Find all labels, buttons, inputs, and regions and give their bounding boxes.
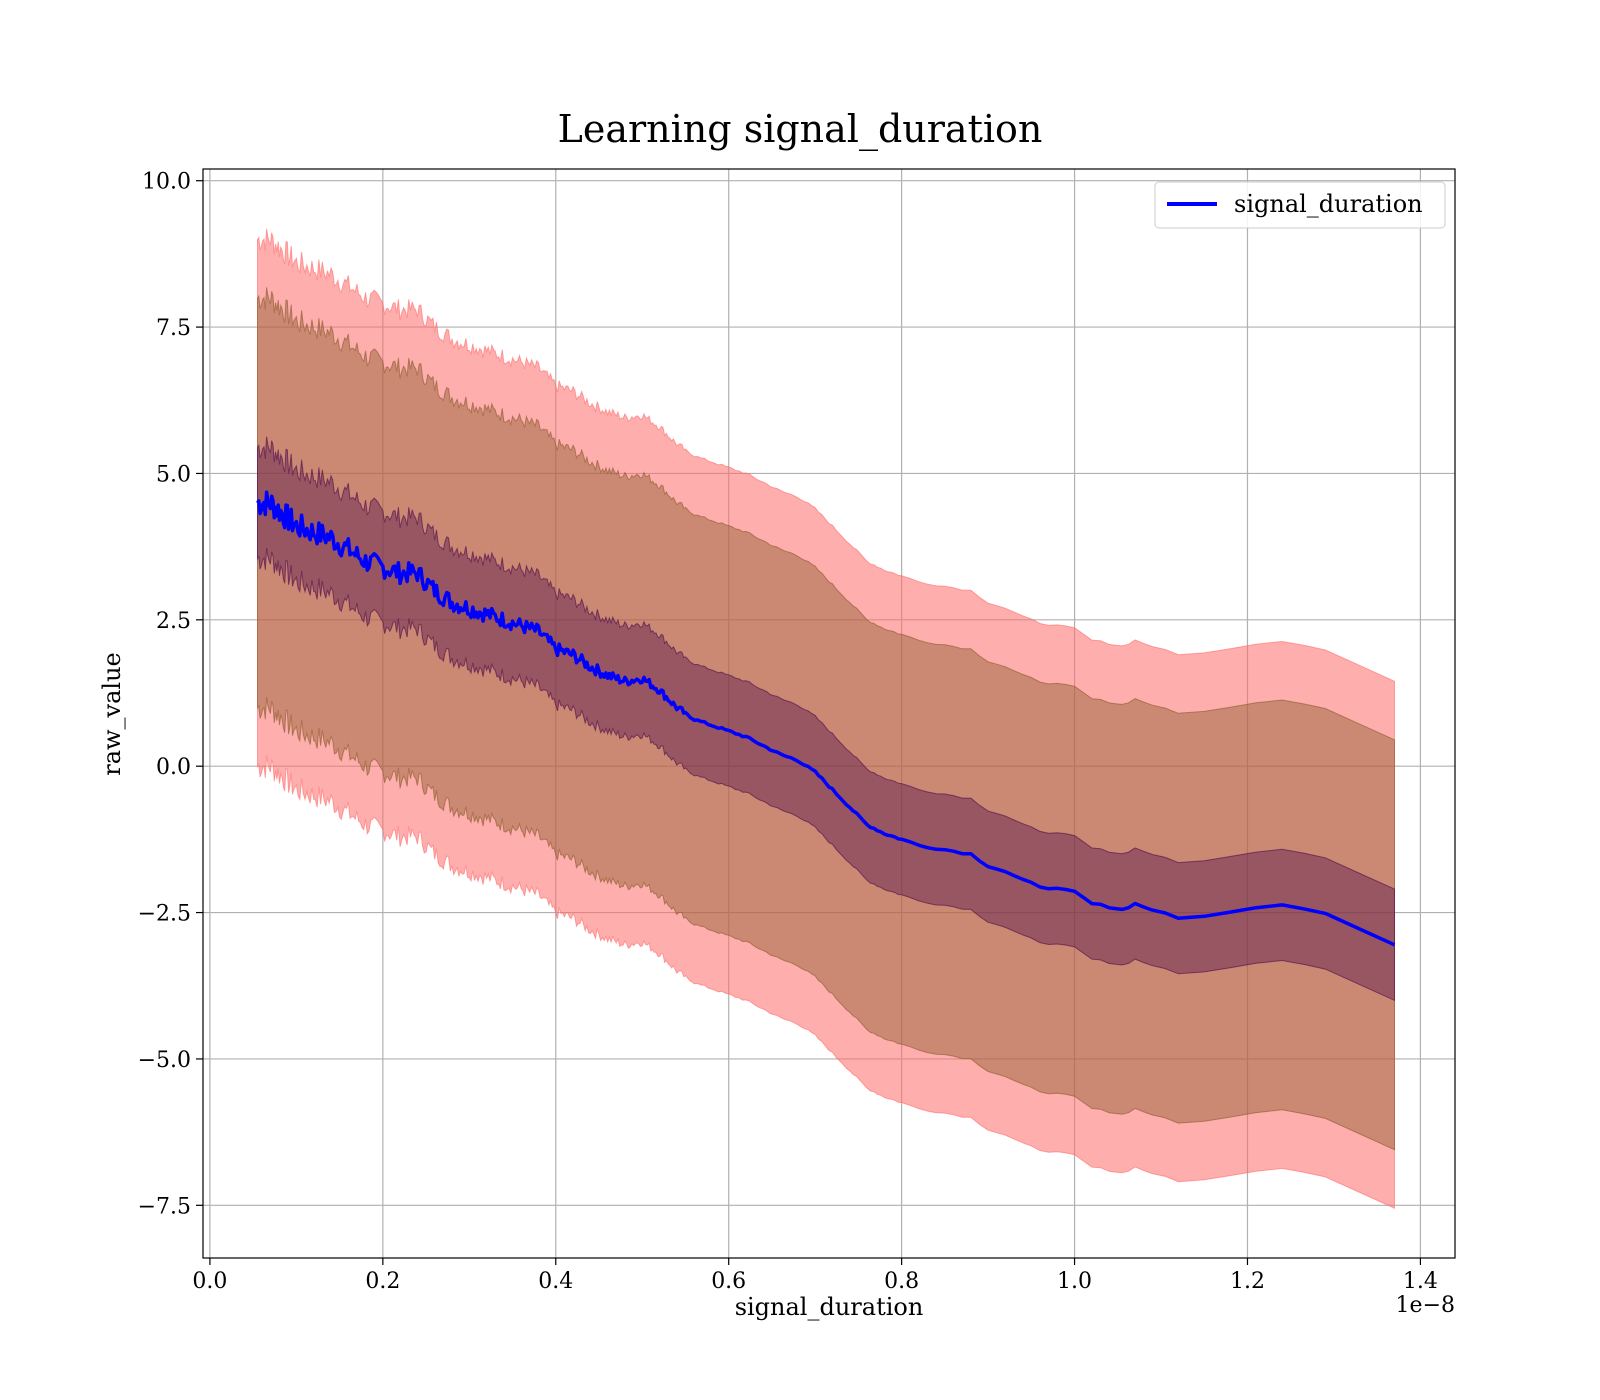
x-axis-label: signal_duration [735,1293,924,1321]
x-tick-label: 0.0 [192,1269,227,1294]
legend-box [1154,181,1446,229]
y-axis: 10.0 7.5 5.0 2.5 0.0 −2.5 −5.0 −7.5 [138,170,203,1219]
x-tick-label: 1.4 [1403,1269,1438,1294]
y-tick-label: −5.0 [138,1048,191,1073]
y-axis-label: raw_value [98,652,126,776]
y-tick-label: 7.5 [156,316,191,341]
y-tick-label: 5.0 [156,462,191,487]
x-tick-label: 0.8 [884,1269,919,1294]
x-tick-label: 1.2 [1230,1269,1265,1294]
x-tick-label: 0.2 [365,1269,400,1294]
band-middle [257,287,1395,1151]
y-tick-label: −2.5 [138,902,191,927]
legend-label: signal_duration [1234,190,1423,218]
series-lines [256,490,1396,947]
x-offset-label: 1e−8 [1396,1293,1455,1318]
x-tick-label: 1.0 [1057,1269,1092,1294]
legend: signal_duration [1154,181,1446,229]
y-tick-label: 10.0 [142,170,191,195]
y-tick-label: 2.5 [156,609,191,634]
y-tick-label: 0.0 [156,755,191,780]
confidence-bands [257,228,1395,1209]
band-inner [257,436,1395,1002]
plot-frame [202,168,1456,1259]
series-line-signal_duration [256,490,1396,947]
x-tick-label: 0.6 [711,1269,746,1294]
chart-title: Learning signal_duration [558,107,1043,152]
y-tick-label: −7.5 [138,1194,191,1219]
x-tick-label: 0.4 [538,1269,573,1294]
x-axis: 0.0 0.2 0.4 0.6 0.8 1.0 1.2 1.4 [192,1258,1438,1294]
